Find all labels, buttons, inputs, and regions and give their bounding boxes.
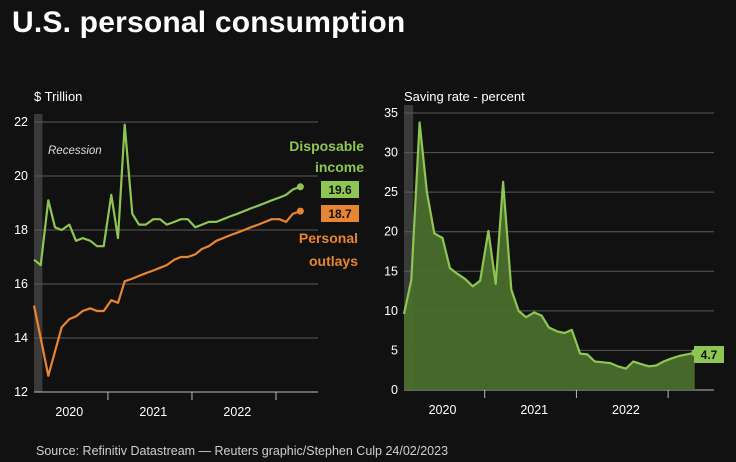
- outlays-line: [32, 210, 301, 377]
- y-tick-label: 12: [14, 385, 28, 399]
- y-tick-label: 20: [384, 225, 398, 239]
- saving-value-badge-box: [694, 346, 724, 363]
- y-tick-label: 10: [384, 304, 398, 318]
- y-tick-label: 16: [14, 277, 28, 291]
- recession-label: Recession: [48, 145, 102, 157]
- outlays-label-line1: Personal: [299, 230, 358, 246]
- page-title: U.S. personal consumption: [12, 6, 406, 39]
- x-tick-label: 2022: [612, 403, 640, 417]
- y-tick-label: 25: [384, 185, 398, 199]
- income-value-badge-text: 19.6: [328, 183, 352, 197]
- y-tick-label: 14: [14, 331, 28, 345]
- income-value-badge-box: [321, 181, 359, 198]
- y-tick-label: 5: [391, 343, 398, 357]
- y-tick-label: 15: [384, 264, 398, 278]
- y-tick-label: 20: [14, 169, 28, 183]
- outlays-label-line2: outlays: [309, 253, 358, 269]
- income-line: [33, 123, 301, 267]
- x-tick-label: 2021: [520, 403, 548, 417]
- y-tick-label: 35: [384, 106, 398, 120]
- x-tick-label: 2021: [139, 405, 167, 419]
- saving-value-badge-text: 4.7: [701, 348, 718, 362]
- source-note: Source: Refinitiv Datastream — Reuters g…: [36, 444, 449, 458]
- recession-band: [34, 114, 43, 392]
- income-label-line2: income: [315, 159, 364, 175]
- outlays-value-badge-text: 18.7: [328, 207, 352, 221]
- x-tick-label: 2020: [55, 405, 83, 419]
- right-chart: 0 5 10 15 20 25 30 35 2020 2021 2022 Saving rate - …: [384, 89, 724, 417]
- income-label-line1: Disposable: [289, 138, 364, 154]
- unit-label: Saving rate - percent: [404, 89, 525, 104]
- saving-area: [404, 122, 695, 390]
- y-tick-label: 0: [391, 383, 398, 397]
- outlays-value-badge-box: [321, 205, 359, 222]
- y-tick-label: 18: [14, 223, 28, 237]
- y-tick-label: 22: [14, 115, 28, 129]
- outlays-end-point: [296, 207, 304, 215]
- y-tick-label: 30: [384, 146, 398, 160]
- x-tick-label: 2022: [223, 405, 251, 419]
- unit-label: $ Trillion: [34, 89, 82, 104]
- income-end-point: [296, 183, 304, 191]
- recession-band: [404, 105, 414, 390]
- x-tick-label: 2020: [429, 403, 457, 417]
- saving-line: [402, 121, 695, 370]
